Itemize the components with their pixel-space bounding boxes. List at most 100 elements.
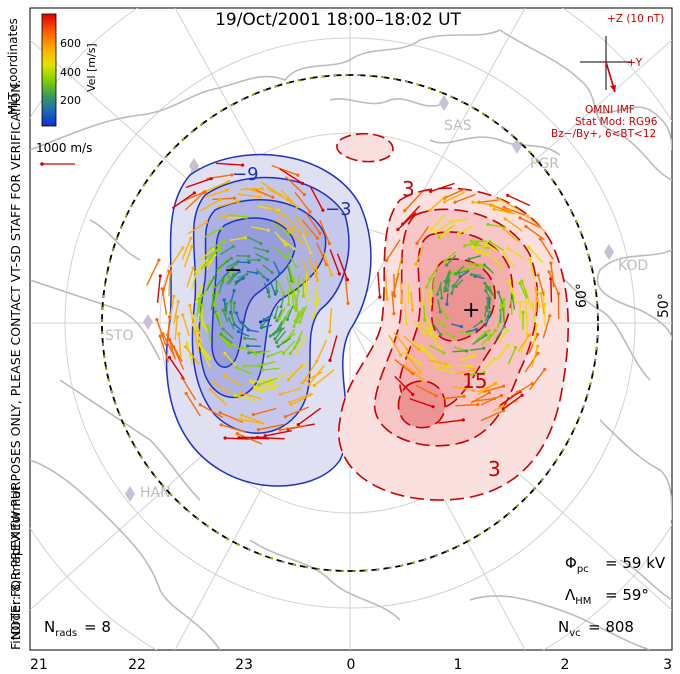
velocity-vector — [162, 333, 176, 359]
velocity-vector — [497, 315, 501, 329]
velocity-vector-origin — [476, 403, 480, 407]
velocity-vector — [314, 282, 319, 304]
velocity-vector-origin — [385, 297, 389, 301]
velocity-vector-origin — [243, 336, 247, 340]
velocity-vector-origin — [488, 240, 492, 244]
velocity-vector-origin — [295, 205, 299, 209]
velocity-vector-origin — [534, 286, 538, 290]
velocity-vector — [454, 364, 472, 367]
velocity-vector — [539, 238, 554, 260]
velocity-vector — [173, 301, 179, 324]
velocity-vector — [235, 394, 257, 402]
velocity-vector-origin — [464, 349, 468, 353]
velocity-vector-origin — [471, 200, 475, 204]
velocity-vector — [432, 276, 436, 291]
velocity-vector-origin — [192, 329, 197, 334]
velocity-vector — [219, 245, 234, 256]
velocity-vector — [215, 162, 243, 166]
velocity-vector — [497, 329, 508, 343]
velocity-vector — [484, 242, 499, 253]
velocity-vector — [484, 311, 491, 322]
velocity-vector-origin — [232, 301, 236, 305]
velocity-vector — [205, 180, 230, 192]
velocity-vector-origin — [235, 365, 239, 369]
velocity-vector — [510, 300, 513, 315]
velocity-vector-origin — [190, 244, 194, 249]
velocity-vector-origin — [407, 300, 411, 305]
velocity-vector — [440, 224, 456, 237]
velocity-vector — [231, 313, 235, 325]
velocity-vector — [294, 214, 308, 234]
velocity-vector-origin — [296, 173, 300, 177]
velocity-vector-origin — [184, 345, 188, 349]
velocity-vector-origin — [536, 332, 540, 337]
velocity-vector — [227, 341, 241, 350]
velocity-vector-origin — [181, 246, 185, 250]
velocity-vector — [224, 352, 237, 367]
velocity-vector — [503, 228, 520, 243]
velocity-vector — [525, 225, 545, 241]
velocity-vector-origin — [423, 318, 427, 322]
velocity-vector-origin — [520, 393, 524, 397]
velocity-vector-origin — [209, 177, 213, 181]
velocity-vector-origin — [535, 323, 539, 327]
velocity-vector — [174, 316, 179, 340]
velocity-vector-origin — [235, 432, 239, 436]
velocity-vector — [446, 293, 449, 305]
velocity-vector-origin — [286, 377, 291, 382]
velocity-vector-origin — [403, 209, 407, 213]
velocity-vector — [489, 241, 504, 251]
velocity-vector-origin — [470, 245, 475, 249]
velocity-vector — [251, 187, 274, 198]
velocity-vector-origin — [233, 393, 238, 398]
velocity-vector — [475, 334, 487, 343]
velocity-vector-origin — [251, 380, 255, 384]
velocity-vector-origin — [270, 270, 274, 275]
velocity-vector — [301, 219, 319, 239]
velocity-vector-origin — [230, 173, 234, 177]
velocity-vector — [426, 272, 434, 288]
velocity-vector — [534, 288, 541, 309]
velocity-vector-origin — [527, 245, 531, 249]
vector-scale-label: 1000 m/s — [36, 141, 92, 155]
velocity-vector-origin — [198, 403, 202, 407]
velocity-vector — [237, 433, 263, 445]
velocity-vector — [263, 282, 269, 293]
lambda-hm-value: = 59° — [605, 586, 649, 604]
velocity-vector-origin — [191, 266, 195, 270]
velocity-vector — [224, 374, 242, 386]
velocity-vector — [277, 280, 284, 293]
velocity-vector-origin — [429, 302, 433, 306]
velocity-vector-origin — [225, 302, 229, 306]
colorbar — [41, 13, 57, 127]
velocity-vector-origin — [471, 388, 475, 392]
velocity-vector — [314, 259, 319, 281]
velocity-vector-origin — [176, 300, 180, 304]
velocity-vector — [302, 259, 310, 279]
velocity-vector-origin — [197, 297, 201, 301]
velocity-vector-origin — [212, 380, 216, 385]
velocity-vector-origin — [301, 294, 306, 298]
velocity-vector — [197, 295, 203, 313]
contour-label-pos-low: 3 — [488, 457, 501, 481]
velocity-vector-origin — [172, 294, 176, 298]
velocity-vector — [194, 286, 203, 304]
velocity-vector-origin — [288, 400, 292, 404]
velocity-vector-origin — [442, 200, 447, 204]
velocity-vector — [487, 223, 507, 229]
velocity-vector — [493, 258, 505, 270]
velocity-vector — [272, 221, 289, 234]
velocity-vector — [527, 215, 547, 233]
velocity-vector-origin — [184, 391, 188, 396]
velocity-vector — [255, 253, 268, 261]
velocity-vector — [291, 292, 295, 308]
velocity-vector — [470, 262, 483, 266]
velocity-vector-origin — [158, 274, 162, 278]
velocity-vector-origin — [482, 370, 486, 375]
velocity-vector — [168, 339, 183, 362]
velocity-vector-origin — [259, 241, 263, 245]
velocity-vector — [219, 334, 230, 348]
velocity-vector — [260, 383, 281, 392]
velocity-vector-origin — [451, 284, 455, 288]
velocity-vector-origin — [399, 353, 403, 357]
